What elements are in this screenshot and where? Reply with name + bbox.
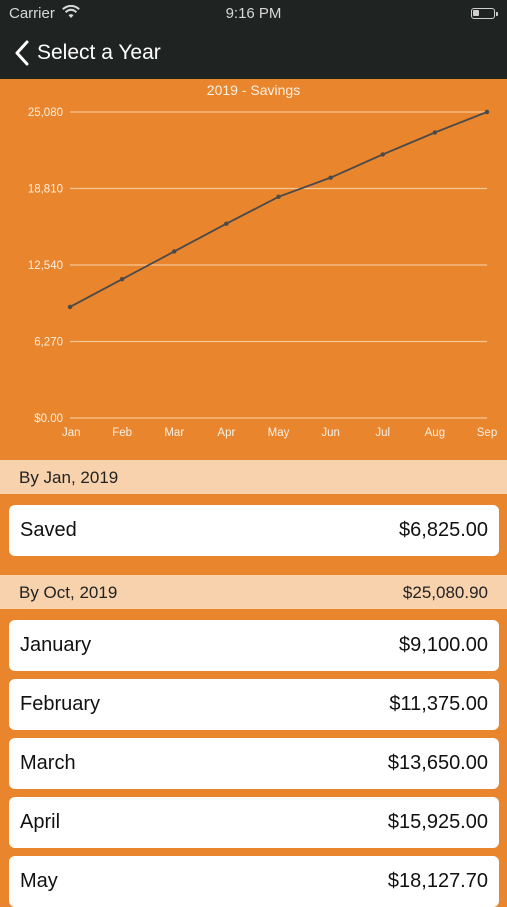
month-row-april[interactable]: April $15,925.00 (9, 797, 499, 848)
month-row-may[interactable]: May $18,127.70 (9, 856, 499, 907)
month-row-march[interactable]: March $13,650.00 (9, 738, 499, 789)
data-point (224, 221, 229, 226)
data-point (119, 277, 125, 282)
y-tick-label: 12,540 (28, 260, 63, 272)
data-point (276, 194, 281, 200)
chevron-left-icon (15, 40, 29, 66)
x-tick-label: May (268, 427, 290, 439)
back-button[interactable]: Select a Year (14, 39, 161, 67)
y-tick-label: 25,080 (28, 107, 63, 119)
row-value: $9,100.00 (399, 634, 488, 656)
status-bar: Carrier 9:16 PM (0, 0, 507, 28)
data-point (67, 304, 73, 310)
row-value: $15,925.00 (387, 811, 488, 833)
data-point (432, 130, 438, 135)
row-name: February (20, 693, 101, 715)
navigation-bar: Select a Year (0, 28, 507, 79)
month-row-february[interactable]: February $11,375.00 (9, 679, 499, 730)
wifi-icon (62, 4, 80, 23)
savings-chart: $0.00 6,270 12,540 18,810 25,080 Jan Feb Mar Apr… (0, 79, 507, 460)
x-tick-label: Mar (164, 427, 184, 439)
battery-icon (471, 8, 498, 19)
x-tick-label: Jul (375, 427, 390, 439)
back-label: Select a Year (37, 41, 161, 64)
section-header-label: By Jan, 2019 (19, 468, 119, 487)
data-point (328, 175, 333, 180)
carrier-label: Carrier (9, 5, 55, 22)
row-value: $18,127.70 (387, 870, 488, 892)
line-chart: $0.00 6,270 12,540 18,810 25,080 Jan Feb Mar Apr… (28, 107, 497, 439)
x-tick-label: Apr (217, 427, 235, 439)
section-header-total: $25,080.90 (402, 583, 488, 602)
row-value: $6,825.00 (399, 519, 488, 541)
data-point (380, 152, 385, 157)
row-name: April (20, 811, 61, 833)
y-tick-label: 6,270 (34, 337, 63, 349)
row-name: March (20, 752, 76, 774)
x-tick-label: Jun (321, 427, 340, 439)
row-name: May (20, 870, 58, 892)
section-header-label: By Oct, 2019 (19, 583, 118, 602)
x-tick-label: Aug (425, 427, 445, 439)
row-name: January (20, 634, 92, 656)
saved-row[interactable]: Saved $6,825.00 (9, 505, 499, 556)
month-row-january[interactable]: January $9,100.00 (9, 620, 499, 671)
x-tick-label: Feb (112, 427, 132, 439)
x-tick-label: Jan (62, 427, 81, 439)
y-tick-label: $0.00 (34, 413, 63, 425)
x-tick-label: Sep (477, 427, 497, 439)
data-point (172, 249, 177, 254)
row-value: $11,375.00 (389, 693, 488, 715)
y-tick-label: 18,810 (28, 184, 63, 196)
series-line (69, 111, 488, 308)
chart-title: 2019 - Savings (206, 82, 301, 98)
section-header-oct: By Oct, 2019 $25,080.90 (0, 575, 507, 609)
clock-time: 9:16 PM (225, 5, 282, 22)
row-name: Saved (20, 519, 77, 541)
section-header-jan: By Jan, 2019 (0, 460, 507, 494)
row-value: $13,650.00 (387, 752, 488, 774)
data-point (484, 109, 490, 115)
